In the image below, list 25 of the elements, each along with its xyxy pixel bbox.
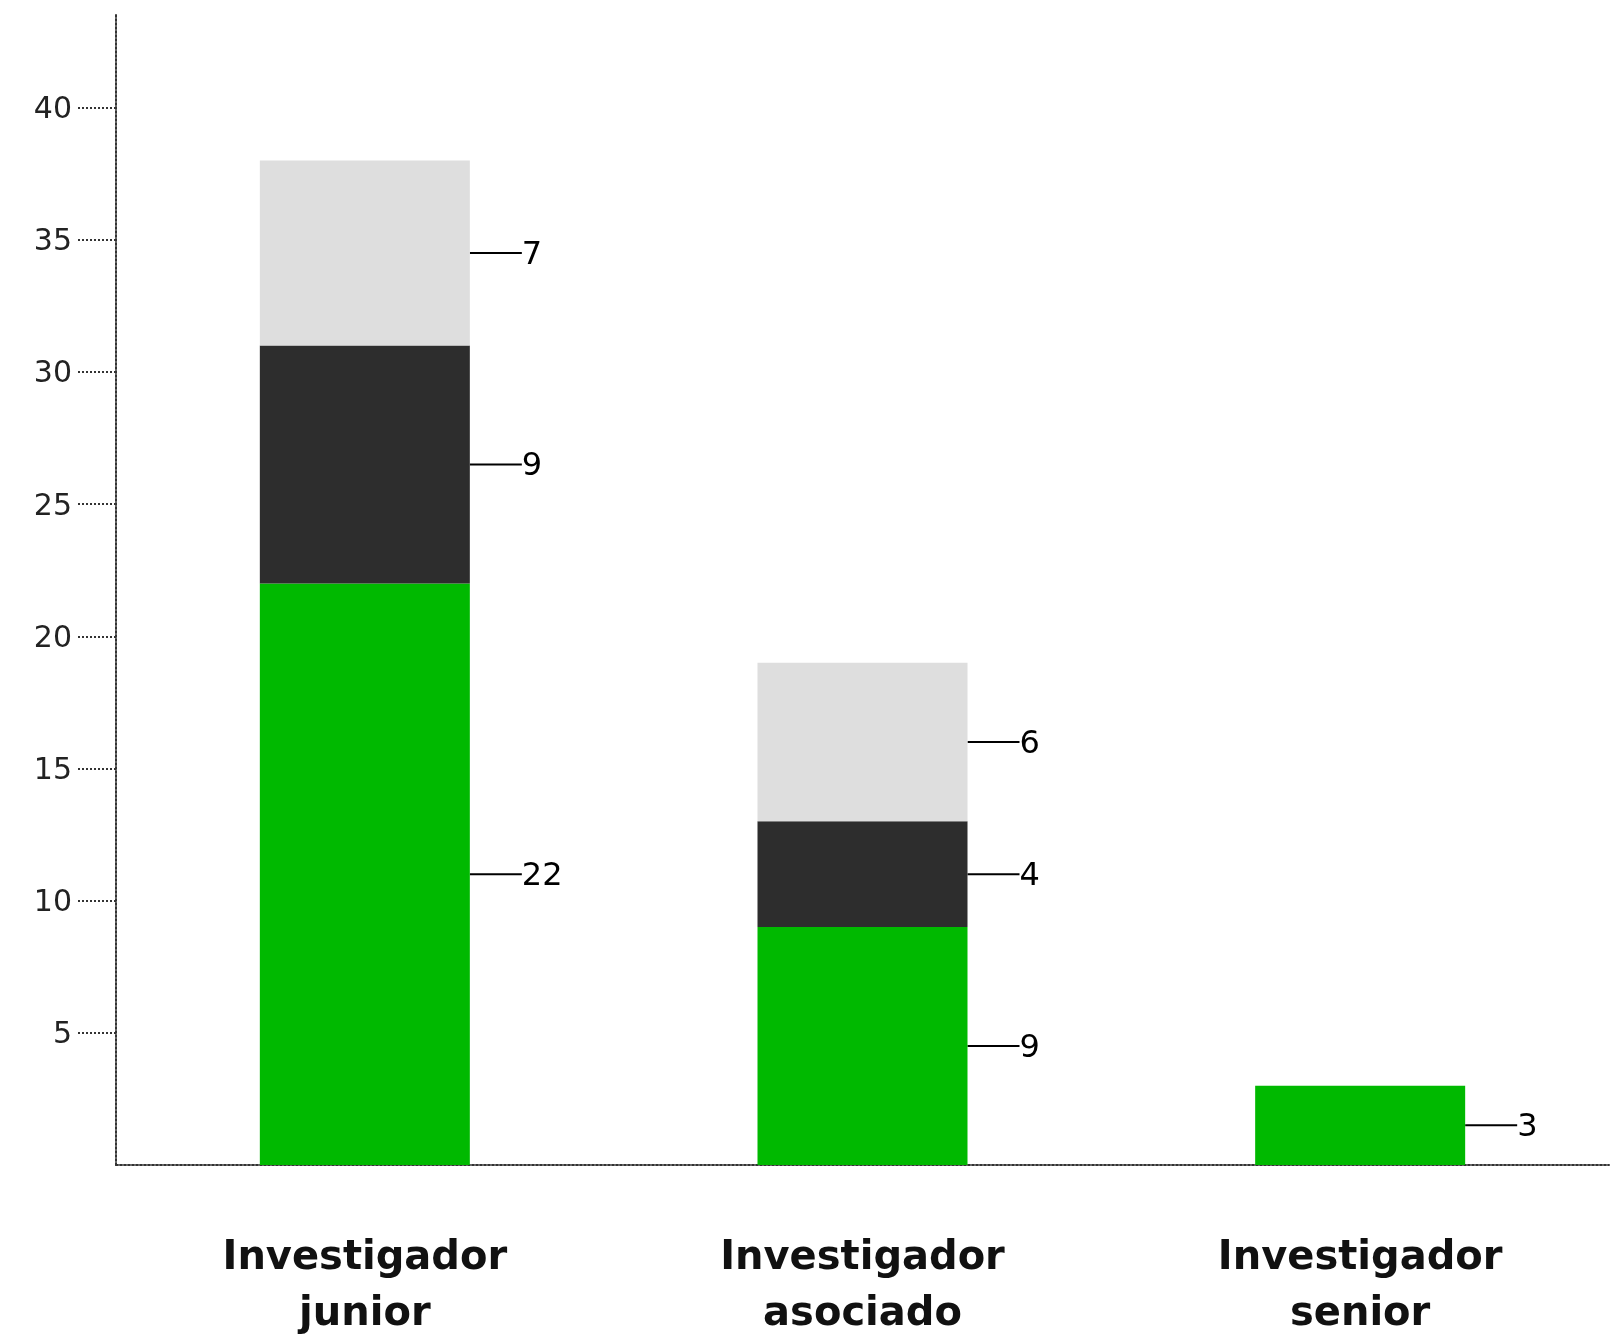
x-tick-label: Investigador senior: [1217, 1232, 1503, 1334]
data-label: 22: [521, 855, 563, 894]
y-tick-label: 40: [33, 90, 72, 126]
data-label: 3: [1517, 1106, 1538, 1145]
x-tick-label: Investigador junior: [222, 1232, 508, 1334]
x-tick-label: Investigador asociado: [720, 1232, 1006, 1334]
y-tick-label: 20: [33, 618, 72, 654]
y-tick-label: 35: [33, 222, 72, 258]
data-label: 9: [1019, 1027, 1040, 1066]
bar: [757, 927, 968, 1165]
y-tick-label: 30: [33, 354, 72, 390]
y-tick-label: 15: [33, 750, 72, 786]
data-label: 7: [521, 233, 543, 272]
bar: [259, 583, 470, 1165]
bar: [757, 662, 968, 822]
y-tick-label: 5: [52, 1015, 72, 1051]
bar: [1255, 1085, 1466, 1165]
data-label: 4: [1019, 855, 1040, 894]
bar: [757, 821, 968, 928]
y-tick-label: 25: [33, 486, 72, 522]
data-label: 6: [1019, 723, 1040, 762]
bar: [259, 345, 470, 584]
bar: [259, 160, 470, 346]
y-tick-label: 10: [33, 883, 72, 919]
data-label: 9: [521, 445, 543, 484]
